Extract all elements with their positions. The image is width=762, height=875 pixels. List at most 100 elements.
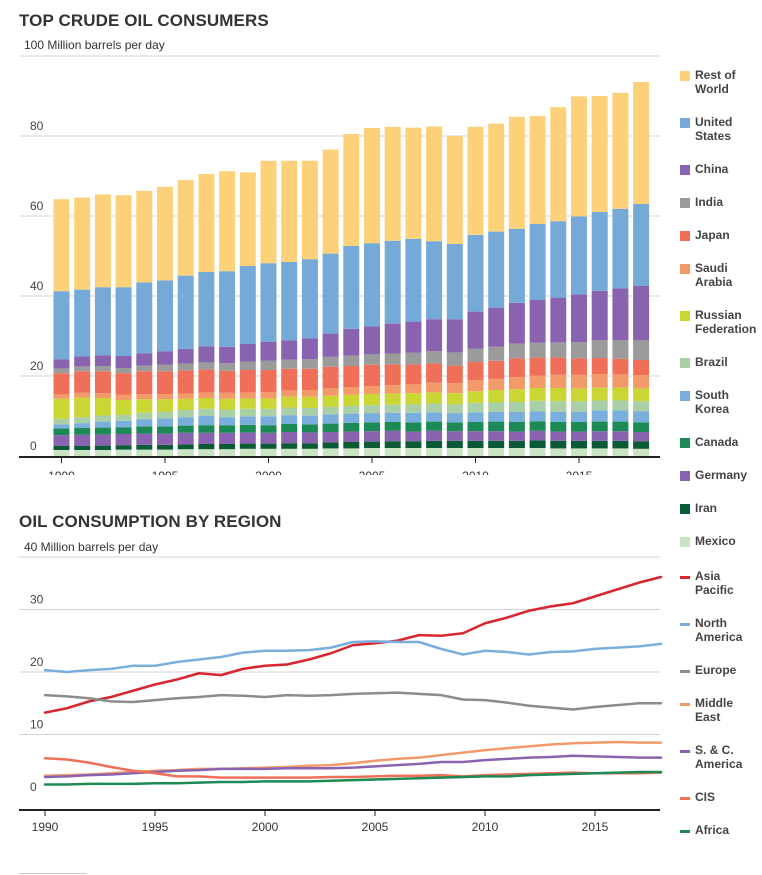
bar-segment-south-korea-1996 [177, 417, 194, 426]
bar-segment-saudi-arabia-1998 [219, 392, 236, 399]
bar-segment-china-2002 [301, 338, 318, 360]
bar-segment-united-states-2006 [384, 240, 401, 324]
series-line-asia-pacific [43, 575, 663, 714]
bar-segment-iran-2003 [322, 442, 339, 449]
chart1-unit-label: 100 Million barrels per day [24, 38, 165, 52]
bar-segment-canada-2005 [364, 422, 380, 432]
bar-segment-brazil-1992 [94, 415, 111, 422]
bar-segment-united-states-2001 [281, 262, 298, 341]
x-tick-label: 2010 [462, 469, 489, 475]
bar-segment-south-korea-2012 [508, 412, 525, 422]
bar-segment-mexico-1992 [94, 450, 111, 456]
bar-segment-iran-2012 [508, 440, 525, 448]
bar-segment-rest-of-world-1993 [115, 195, 132, 288]
bar-segment-russian-federation-2011 [488, 390, 505, 403]
bar-segment-canada-2014 [550, 422, 567, 432]
bar-segment-china-2009 [446, 319, 463, 353]
bar-segment-russian-federation-2007 [405, 393, 422, 405]
bar-segment-brazil-2018 [633, 401, 650, 412]
bar-segment-brazil-2010 [467, 402, 484, 413]
bar-segment-iran-2016 [591, 440, 608, 449]
bar-segment-mexico-2009 [446, 448, 463, 456]
bar-segment-saudi-arabia-1990 [53, 394, 70, 399]
bar-segment-germany-2016 [591, 431, 608, 441]
bar-segment-south-korea-2017 [612, 410, 629, 422]
bar-segment-rest-of-world-2008 [426, 126, 443, 242]
bar-segment-russian-federation-2018 [633, 388, 650, 402]
bar-segment-united-states-1997 [198, 272, 215, 347]
x-tick-label: 2005 [359, 469, 386, 475]
bar-segment-canada-1998 [219, 425, 236, 433]
bar-segment-iran-1994 [136, 444, 153, 450]
bar-segment-rest-of-world-2017 [612, 92, 629, 209]
bar-segment-germany-2010 [467, 431, 484, 441]
bar-segment-iran-2015 [571, 440, 587, 449]
bar-segment-brazil-2013 [529, 400, 546, 412]
legend-item-cis: CIS [680, 790, 762, 804]
bar-segment-india-2005 [364, 354, 380, 365]
bar-segment-india-1998 [219, 363, 236, 371]
bar-segment-mexico-1998 [219, 449, 236, 456]
bar-segment-brazil-2016 [591, 400, 608, 411]
legend-item-canada: Canada [680, 435, 762, 449]
bar-segment-mexico-2003 [322, 448, 339, 456]
bar-segment-russian-federation-2010 [467, 391, 484, 403]
legend-label: CIS [695, 790, 716, 804]
bar-segment-canada-2011 [488, 421, 505, 432]
bar-segment-united-states-1994 [136, 282, 153, 354]
bar-segment-india-2000 [260, 360, 277, 370]
bar-segment-united-states-1996 [177, 275, 194, 349]
bar-segment-china-2007 [405, 321, 422, 353]
bar-segment-south-korea-2016 [591, 410, 608, 422]
bar-segment-china-1997 [198, 346, 215, 363]
bar-segment-brazil-1998 [219, 409, 236, 418]
bar-segment-china-2008 [426, 319, 443, 352]
legend-item-africa: Africa [680, 823, 762, 837]
bar-segment-china-2017 [612, 288, 629, 340]
bar-segment-brazil-2011 [488, 402, 505, 412]
bar-segment-germany-1995 [157, 433, 173, 445]
bar-segment-brazil-2014 [550, 401, 567, 412]
bar-segment-south-korea-1997 [198, 416, 215, 426]
y-tick-label: 20 [30, 359, 44, 373]
bar-segment-saudi-arabia-1997 [198, 392, 215, 398]
bar-segment-china-1993 [115, 356, 132, 368]
bar-segment-saudi-arabia-2005 [364, 386, 380, 394]
legend-label: North America [695, 616, 743, 644]
bar-segment-brazil-1994 [136, 412, 153, 420]
bar-segment-china-1992 [94, 355, 111, 366]
bar-segment-mexico-1996 [177, 449, 194, 456]
chart1-title: TOP CRUDE OIL CONSUMERS [19, 11, 269, 30]
bar-segment-iran-1990 [53, 446, 70, 450]
bar-segment-iran-2001 [281, 443, 298, 449]
bar-segment-saudi-arabia-2015 [571, 374, 587, 389]
bar-segment-china-1995 [157, 351, 173, 365]
bar-segment-iran-1998 [219, 444, 236, 450]
bar-segment-germany-2002 [301, 432, 318, 444]
x-tick-label: 1990 [32, 820, 59, 834]
bar-segment-russian-federation-2003 [322, 395, 339, 407]
bar-segment-saudi-arabia-2010 [467, 380, 484, 392]
legend-swatch [680, 358, 690, 368]
bar-segment-united-states-1992 [94, 287, 111, 356]
bar-segment-canada-1996 [177, 425, 194, 433]
bar-segment-mexico-1990 [53, 450, 70, 456]
legend-item-united-states: United States [680, 115, 762, 143]
bar-segment-japan-2006 [384, 364, 401, 386]
bar-segment-rest-of-world-2000 [260, 160, 277, 264]
bar-segment-iran-1995 [157, 444, 173, 450]
bar-segment-india-1996 [177, 363, 194, 371]
bar-segment-rest-of-world-2007 [405, 127, 422, 239]
bar-segment-mexico-2013 [529, 448, 546, 456]
legend-swatch [680, 830, 690, 833]
bar-segment-germany-1993 [115, 434, 132, 446]
bar-segment-brazil-2003 [322, 406, 339, 415]
bar-segment-canada-1995 [157, 426, 173, 434]
bar-segment-russian-federation-2016 [591, 387, 608, 401]
legend-item-south-korea: South Korea [680, 388, 762, 416]
bar-segment-india-2010 [467, 348, 484, 362]
bar-segment-canada-2006 [384, 422, 401, 431]
chart2-unit-label: 40 Million barrels per day [24, 540, 159, 554]
legend-item-rest-of-world: Rest of World [680, 68, 762, 96]
bar-segment-brazil-2001 [281, 407, 298, 416]
